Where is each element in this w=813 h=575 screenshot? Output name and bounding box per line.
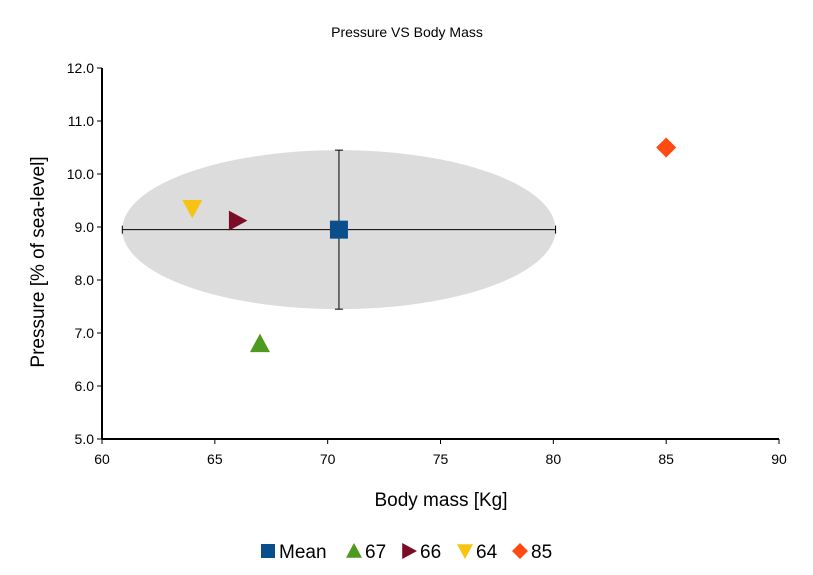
x-tick-label: 90 <box>771 451 787 467</box>
y-tick-label: 8.0 <box>75 272 95 288</box>
legend-marker-66 <box>402 543 417 559</box>
plot-area: 60 65 70 75 80 85 90 5.0 6.0 7.0 8.0 9.0 10.0 11.0 12.… <box>67 60 787 467</box>
legend-label: Mean <box>279 542 327 563</box>
chart-title: Pressure VS Body Mass <box>331 24 483 40</box>
legend-marker-64 <box>457 544 473 559</box>
y-tick-label: 6.0 <box>75 378 95 394</box>
x-tick-label: 75 <box>433 451 449 467</box>
y-tick-label: 9.0 <box>75 219 95 235</box>
legend-label: 85 <box>531 542 552 563</box>
legend-item: 66 <box>402 542 441 563</box>
legend: Mean 67 66 64 85 <box>261 542 552 563</box>
data-point-mean <box>329 220 348 239</box>
y-tick-label: 12.0 <box>67 60 94 76</box>
legend-marker-mean <box>261 544 275 558</box>
legend-marker-67 <box>346 543 362 558</box>
data-point-64 <box>182 199 203 219</box>
x-tick-label: 65 <box>207 451 223 467</box>
legend-label: 67 <box>365 542 386 563</box>
y-tick-label: 10.0 <box>67 166 94 182</box>
legend-item: 85 <box>512 542 552 563</box>
legend-label: 64 <box>476 542 498 563</box>
data-point-66 <box>228 210 248 231</box>
y-axis-label: Pressure [% of sea-level] <box>28 156 49 367</box>
data-point-85 <box>656 137 677 158</box>
legend-marker-85 <box>512 543 528 559</box>
x-tick-label: 70 <box>320 451 336 467</box>
legend-item: 67 <box>346 542 386 563</box>
y-tick-label: 11.0 <box>68 113 94 129</box>
data-point-67 <box>249 333 270 353</box>
x-tick-label: 80 <box>546 451 562 467</box>
y-tick-label: 7.0 <box>75 325 95 341</box>
x-tick-label: 85 <box>658 451 674 467</box>
x-tick-label: 60 <box>94 451 110 467</box>
y-tick-label: 5.0 <box>75 431 95 447</box>
x-axis-label: Body mass [Kg] <box>374 490 507 511</box>
legend-item: 64 <box>457 542 498 563</box>
legend-label: 66 <box>420 542 441 563</box>
legend-item: Mean <box>261 542 327 563</box>
